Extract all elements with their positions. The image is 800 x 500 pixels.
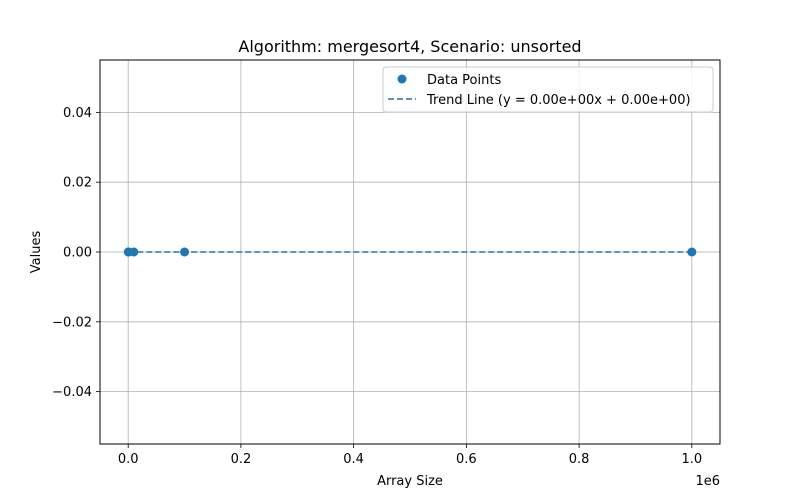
y-tick-label: 0.00 (63, 246, 92, 261)
data-point (687, 247, 697, 257)
data-point (129, 247, 139, 257)
legend-label-trend-line: Trend Line (y = 0.00e+00x + 0.00e+00) (426, 93, 691, 108)
x-tick-label: 0.8 (569, 452, 590, 467)
legend-box (382, 66, 714, 113)
plot-layer (123, 247, 697, 257)
x-tick-label: 0.6 (456, 452, 477, 467)
y-tick-label: −0.02 (52, 315, 92, 330)
legend-label-data-points: Data Points (427, 73, 501, 88)
chart-title: Algorithm: mergesort4, Scenario: unsorte… (238, 37, 581, 56)
x-tick-label: 0.2 (231, 452, 252, 467)
y-tick-label: 0.02 (63, 176, 92, 191)
x-tick-label: 0.0 (118, 452, 139, 467)
data-point (180, 247, 190, 257)
y-axis-label: Values (29, 231, 44, 274)
tick-layer: 0.0 0.2 0.4 0.6 0.8 1.0 −0.04 −0.02 0.00 0.02 0.04 (52, 106, 702, 467)
x-axis-offset-label: 1e6 (695, 474, 720, 489)
x-tick-label: 0.4 (343, 452, 364, 467)
x-tick-label: 1.0 (681, 452, 702, 467)
legend-marker-data-points (397, 74, 407, 84)
legend: Data Points Trend Line (y = 0.00e+00x + … (382, 66, 714, 113)
x-axis-label: Array Size (377, 474, 443, 489)
y-tick-label: −0.04 (52, 385, 92, 400)
y-tick-label: 0.04 (63, 106, 92, 121)
